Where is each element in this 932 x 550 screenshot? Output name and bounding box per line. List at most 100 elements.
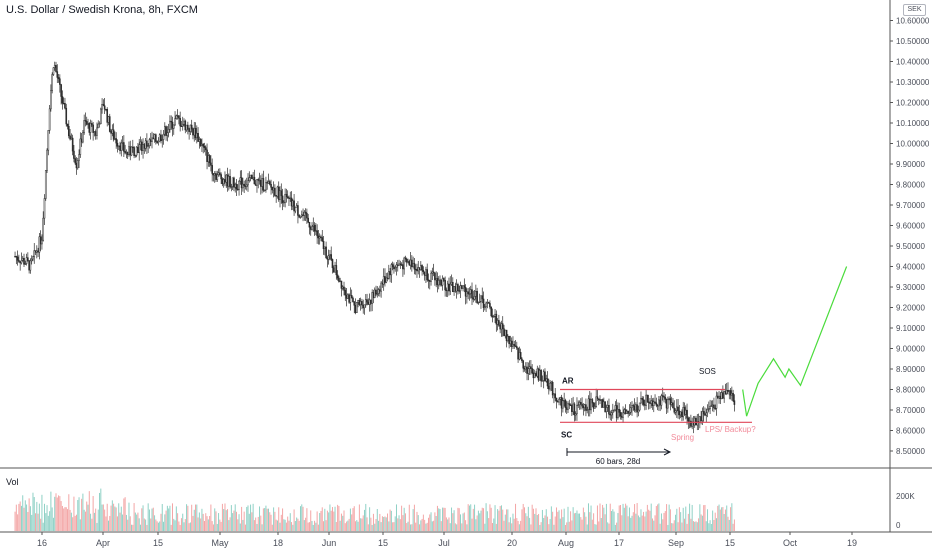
volume-bar: [214, 508, 216, 531]
candle-body: [252, 176, 254, 180]
candle-body: [343, 286, 345, 291]
candle-body: [693, 417, 696, 426]
candle-body: [41, 239, 43, 245]
date-tick-label: Apr: [96, 538, 110, 548]
volume-bar: [74, 515, 76, 531]
volume-bar: [142, 505, 144, 531]
volume-bar: [203, 520, 205, 531]
currency-badge[interactable]: SEK: [903, 4, 926, 16]
volume-bar: [672, 523, 674, 531]
candle-body: [94, 131, 97, 136]
volume-bar: [544, 515, 546, 531]
candle-body: [21, 257, 24, 261]
candle-body: [491, 315, 494, 318]
volume-bar: [506, 509, 508, 531]
overlays: AR SC SOS Spring LPS/ Backup? 60 bars, 28d: [560, 266, 848, 466]
volume-bar: [46, 505, 48, 531]
candle-body: [240, 177, 243, 189]
candle-body: [713, 404, 715, 409]
candle-body: [594, 406, 596, 409]
candle-body: [336, 274, 339, 279]
volume-bar: [192, 515, 194, 531]
candle-body: [142, 144, 144, 151]
candle-body: [239, 177, 242, 182]
candle-body: [340, 280, 343, 289]
volume-bar: [229, 517, 231, 531]
volume-bar: [463, 512, 465, 531]
volume-bar: [241, 506, 243, 531]
volume-bar: [237, 519, 239, 531]
candle-body: [380, 282, 382, 292]
volume-bar: [639, 517, 641, 531]
candle-body: [34, 250, 37, 253]
volume-bar: [581, 519, 583, 531]
candle-body: [120, 142, 123, 151]
candle-body: [435, 278, 437, 281]
price-tick-label: 10.40000: [896, 58, 930, 67]
date-tick-label: Aug: [558, 538, 574, 548]
volume-bar: [525, 513, 527, 531]
volume-bar: [687, 513, 689, 531]
volume-bar: [370, 517, 372, 531]
volume-bar: [267, 508, 269, 531]
candle-body: [683, 407, 686, 415]
sc-label: SC: [561, 430, 572, 439]
volume-bar: [683, 518, 685, 531]
candle-body: [720, 392, 723, 399]
candle-body: [569, 404, 572, 406]
volume-bar: [366, 517, 368, 531]
candle-body: [82, 132, 84, 143]
candle-body: [324, 246, 326, 250]
candle-body: [185, 124, 188, 131]
candle-body: [28, 260, 30, 271]
volume-bar: [622, 503, 624, 531]
volume-bar: [319, 512, 321, 531]
volume-bar: [70, 512, 72, 531]
candle-body: [384, 276, 386, 283]
price-tick-label: 10.50000: [896, 37, 930, 46]
volume-bar: [274, 511, 276, 531]
volume-bar: [37, 513, 39, 531]
candle-body: [206, 149, 208, 162]
candle-body: [647, 401, 650, 403]
candle-body: [412, 262, 414, 268]
volume-bar: [699, 504, 701, 531]
volume-bar: [580, 517, 582, 531]
volume-bar: [78, 497, 80, 531]
volume-bar: [198, 512, 200, 531]
candle-body: [16, 256, 19, 261]
volume-bar: [138, 518, 140, 531]
candle-body: [107, 116, 110, 123]
candle-body: [151, 137, 153, 142]
volume-bar: [676, 508, 678, 531]
candle-body: [179, 118, 181, 127]
volume-bar: [123, 498, 125, 531]
candle-body: [75, 162, 78, 169]
volume-bar: [64, 507, 66, 531]
volume-bar: [363, 509, 365, 531]
volume-bar: [502, 509, 504, 531]
candle-body: [183, 120, 185, 125]
volume-bar: [384, 516, 386, 531]
volume-bar: [347, 520, 349, 531]
volume-bar: [415, 522, 417, 531]
candle-body: [636, 404, 638, 413]
volume-bar: [27, 511, 29, 531]
volume-bar: [177, 513, 179, 531]
volume-bar: [710, 523, 712, 531]
volume-bar: [444, 507, 446, 531]
volume-bar: [50, 491, 52, 531]
volume-bar: [449, 523, 451, 531]
volume-bar: [169, 505, 171, 531]
volume-label: Vol: [6, 477, 19, 487]
volume-bar: [265, 505, 267, 531]
candle-body: [521, 358, 523, 362]
candle-body: [53, 65, 56, 68]
candle-body: [135, 146, 138, 156]
candle-body: [416, 269, 418, 272]
candle-body: [295, 205, 298, 208]
candle-body: [568, 403, 571, 406]
volume-bar: [497, 509, 499, 531]
volume-bar: [681, 522, 683, 531]
